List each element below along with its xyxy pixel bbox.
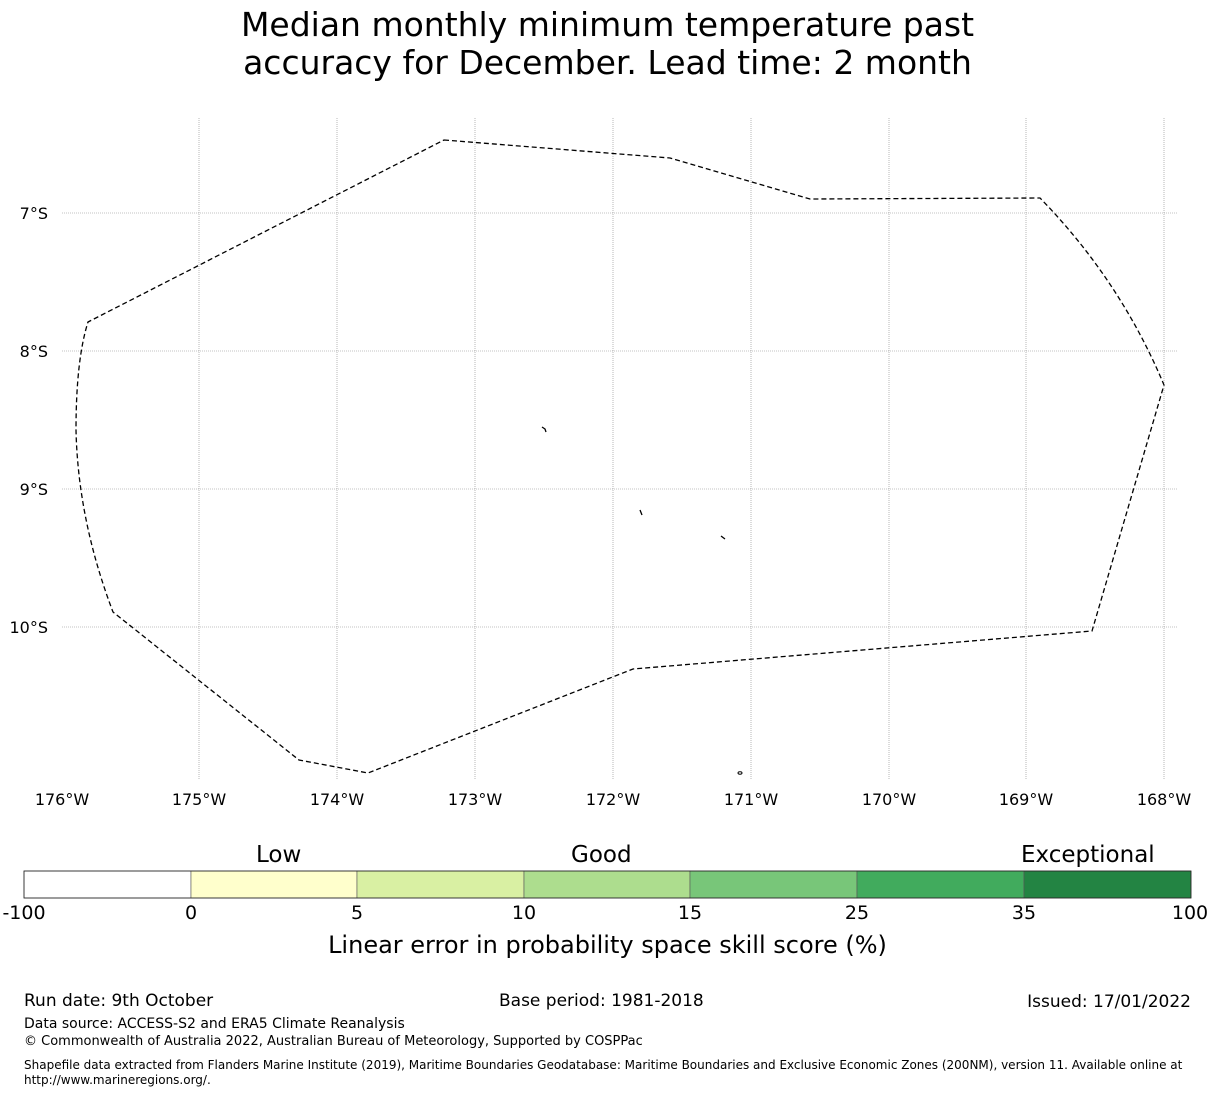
island-atafu — [541, 426, 547, 433]
eez-boundary — [75, 139, 1165, 774]
colorbar-segment-5 — [856, 870, 1025, 899]
lon-label-169W: 169°W — [999, 790, 1054, 809]
title-line-2: accuracy for December. Lead time: 2 mont… — [243, 43, 972, 82]
colorbar-segment-4 — [689, 870, 858, 899]
colorbar-tick: 25 — [844, 902, 870, 924]
island-swains — [737, 771, 743, 775]
colorbar-category-exceptional: Exceptional — [1021, 842, 1155, 868]
lat-label-10S: 10°S — [9, 618, 48, 637]
colorbar-tick: 15 — [677, 902, 703, 924]
colorbar-segment-0 — [23, 870, 192, 899]
lon-label-170W: 170°W — [862, 790, 917, 809]
colorbar-tick: -100 — [2, 902, 46, 924]
colorbar-segment-2 — [356, 870, 525, 899]
run-date: Run date: 9th October — [24, 991, 214, 1011]
lat-label-9S: 9°S — [20, 480, 48, 499]
colorbar-category-low: Low — [256, 842, 302, 868]
shapefile-credit-line-1: Shapefile data extracted from Flanders M… — [24, 1058, 1183, 1072]
base-period: Base period: 1981-2018 — [499, 991, 704, 1011]
copyright: © Commonwealth of Australia 2022, Austra… — [24, 1034, 643, 1049]
colorbar-tick: 35 — [1011, 902, 1037, 924]
lat-label-8S: 8°S — [20, 342, 48, 361]
lon-label-176W: 176°W — [35, 790, 90, 809]
lon-label-174W: 174°W — [310, 790, 365, 809]
colorbar-tick: 10 — [511, 902, 537, 924]
shapefile-credit-line-2: http://www.marineregions.org/. — [24, 1073, 211, 1087]
islands — [541, 426, 743, 775]
lon-label-168W: 168°W — [1137, 790, 1192, 809]
lat-label-7S: 7°S — [20, 204, 48, 223]
colorbar-segment-1 — [190, 870, 358, 899]
island-fakaofo — [720, 535, 726, 540]
colorbar-tick: 5 — [350, 902, 364, 924]
lon-label-175W: 175°W — [172, 790, 227, 809]
title-line-1: Median monthly minimum temperature past — [240, 5, 975, 44]
colorbar-outline — [23, 870, 1192, 899]
island-nukunonu — [639, 509, 643, 516]
issued-date: Issued: 17/01/2022 — [1027, 992, 1191, 1012]
lon-labels: 176°W 175°W 174°W 173°W 172°W 171°W 170°… — [35, 790, 1192, 809]
lat-labels: 7°S 8°S 9°S 10°S — [9, 204, 48, 637]
colorbar — [23, 870, 1192, 899]
graticule — [62, 118, 1178, 780]
colorbar-label: Linear error in probability space skill … — [328, 931, 887, 959]
colorbar-category-good: Good — [571, 842, 632, 868]
colorbar-tick: 0 — [184, 902, 198, 924]
data-source: Data source: ACCESS-S2 and ERA5 Climate … — [24, 1016, 405, 1032]
lon-label-172W: 172°W — [586, 790, 641, 809]
colorbar-segment-3 — [523, 870, 691, 899]
chart-title: Median monthly minimum temperature past … — [0, 6, 1215, 82]
colorbar-tick: 100 — [1171, 902, 1209, 924]
lon-label-173W: 173°W — [448, 790, 503, 809]
lon-label-171W: 171°W — [724, 790, 779, 809]
colorbar-segment-6 — [1023, 870, 1192, 899]
